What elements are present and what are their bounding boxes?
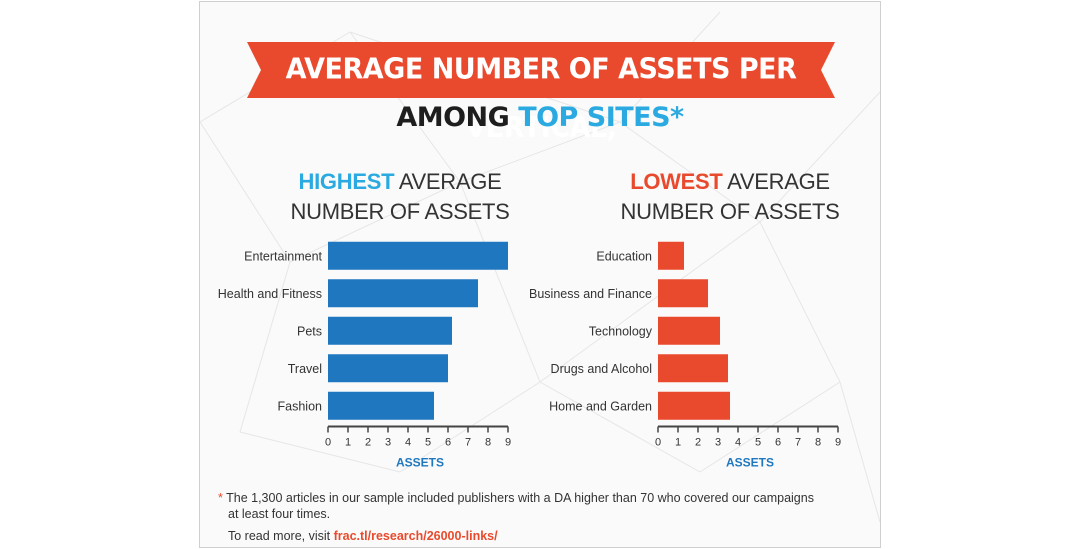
category-label: Technology (589, 324, 653, 338)
x-tick-label: 4 (405, 437, 411, 449)
x-tick-label: 5 (425, 437, 431, 449)
x-tick-label: 1 (675, 437, 681, 449)
footnote-line-2: at least four times. (228, 507, 331, 521)
footnote-asterisk: * (218, 491, 223, 505)
x-tick-label: 9 (835, 437, 841, 449)
category-label: Business and Finance (529, 287, 652, 301)
x-axis-label: ASSETS (726, 456, 774, 470)
x-tick-label: 7 (795, 437, 801, 449)
category-label: Home and Garden (549, 399, 652, 413)
read-more-text: To read more, visit (228, 529, 334, 543)
bar-home-and-garden (658, 391, 730, 420)
highest-title-highlight: HIGHEST (298, 169, 395, 194)
bar-fashion (328, 391, 434, 420)
highest-assets-chart: HIGHEST AVERAGE NUMBER OF ASSETS Enterta… (200, 167, 540, 477)
x-tick-label: 9 (505, 437, 511, 449)
category-label: Education (596, 249, 652, 263)
x-tick-label: 5 (755, 437, 761, 449)
category-label: Pets (297, 324, 322, 338)
x-tick-label: 8 (815, 437, 821, 449)
title-line-1: AVERAGE NUMBER OF ASSETS PER VERTICAL, (285, 53, 797, 145)
x-tick-label: 2 (365, 437, 371, 449)
x-tick-label: 3 (715, 437, 721, 449)
bar-technology (658, 316, 720, 345)
x-tick-label: 4 (735, 437, 741, 449)
x-tick-label: 0 (655, 437, 661, 449)
infographic-frame: AVERAGE NUMBER OF ASSETS PER VERTICAL, A… (199, 1, 881, 548)
x-tick-label: 6 (445, 437, 451, 449)
category-label: Drugs and Alcohol (551, 362, 652, 376)
category-label: Fashion (278, 399, 323, 413)
highest-title-rest: AVERAGE (394, 169, 502, 194)
bar-travel (328, 354, 448, 383)
title-line-2: AMONG TOP SITES* (200, 102, 880, 133)
lowest-title-line2: NUMBER OF ASSETS (620, 199, 840, 224)
title-line-2-prefix: AMONG (396, 102, 519, 133)
highest-title-line2: NUMBER OF ASSETS (290, 199, 510, 224)
lowest-title-rest: AVERAGE (722, 169, 830, 194)
bar-health-and-fitness (328, 279, 478, 308)
title-banner: AVERAGE NUMBER OF ASSETS PER VERTICAL, (247, 42, 835, 145)
x-tick-label: 3 (385, 437, 391, 449)
read-more-link[interactable]: frac.tl/research/26000-links/ (333, 529, 498, 543)
lowest-chart-plot: Education Business and Finance Technology D… (529, 241, 841, 470)
bar-entertainment (328, 241, 508, 270)
bar-pets (328, 316, 452, 345)
x-tick-label: 8 (485, 437, 491, 449)
bar-education (658, 241, 684, 270)
highest-chart-title: HIGHEST AVERAGE NUMBER OF ASSETS (200, 167, 540, 227)
highest-chart-plot: Entertainment Health and Fitness Pets Trave… (218, 241, 511, 470)
category-label: Health and Fitness (218, 287, 322, 301)
lowest-chart-title: LOWEST AVERAGE NUMBER OF ASSETS (530, 167, 870, 227)
lowest-title-highlight: LOWEST (630, 169, 723, 194)
footnote-line-1: The 1,300 articles in our sample include… (222, 491, 814, 505)
category-label: Entertainment (244, 249, 322, 263)
footnote: * The 1,300 articles in our sample inclu… (218, 490, 858, 544)
category-label: Travel (288, 362, 322, 376)
x-tick-label: 7 (465, 437, 471, 449)
x-tick-label: 0 (325, 437, 331, 449)
x-tick-label: 2 (695, 437, 701, 449)
x-tick-label: 6 (775, 437, 781, 449)
title-line-2-asterisk: * (670, 102, 684, 133)
lowest-assets-chart: LOWEST AVERAGE NUMBER OF ASSETS Educatio… (529, 167, 870, 477)
title-line-2-highlight: TOP SITES (518, 102, 671, 133)
bar-drugs-and-alcohol (658, 354, 728, 383)
bar-business-and-finance (658, 279, 708, 308)
x-tick-label: 1 (345, 437, 351, 449)
x-axis-label: ASSETS (396, 456, 444, 470)
